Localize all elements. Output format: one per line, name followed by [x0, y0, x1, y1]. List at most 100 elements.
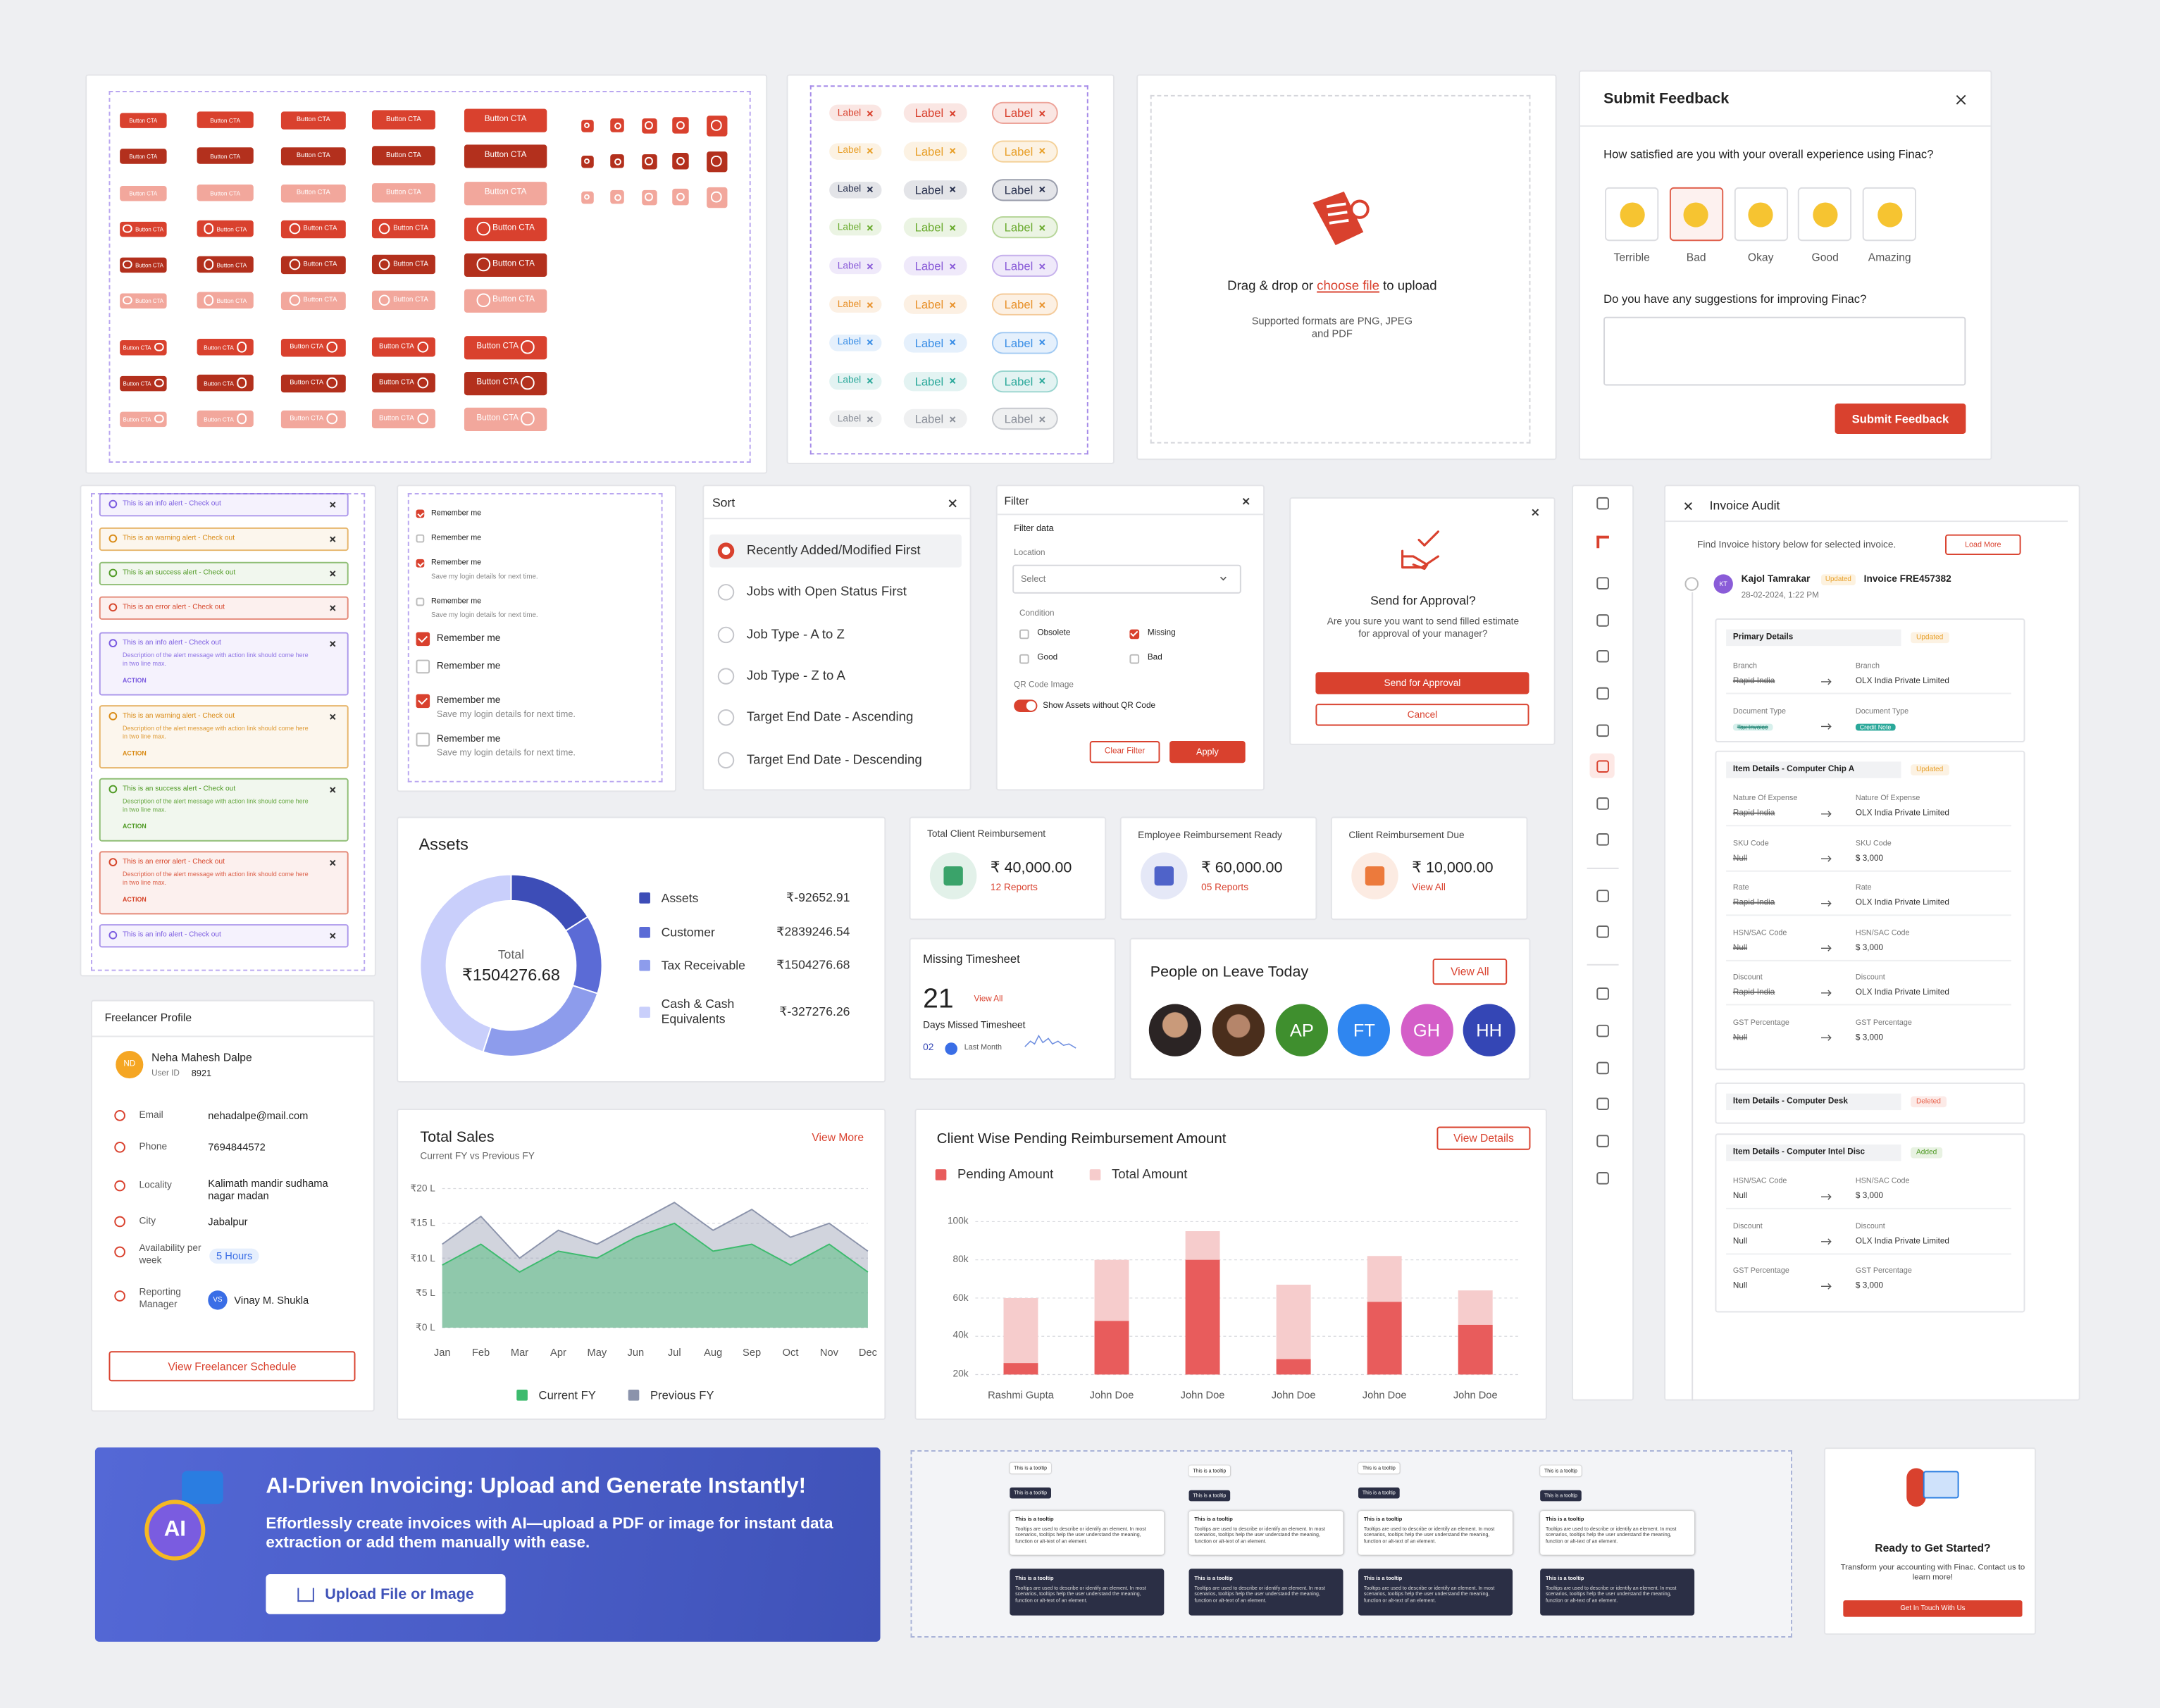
close-icon[interactable] [330, 604, 337, 611]
sidebar-icon[interactable] [1596, 759, 1608, 773]
label-remove[interactable] [867, 301, 874, 308]
button[interactable]: Button CTA [371, 110, 435, 130]
close-icon[interactable] [330, 932, 337, 939]
button[interactable]: Button CTA [464, 216, 547, 241]
button[interactable]: Button CTA [464, 406, 547, 431]
label-remove[interactable] [867, 225, 874, 232]
view-all-button[interactable]: View All [1432, 958, 1508, 985]
timesheet-link[interactable]: View All [974, 995, 1003, 1004]
rating-option[interactable] [1669, 187, 1723, 242]
chart-link-button[interactable]: View Details [1436, 1126, 1531, 1150]
button[interactable]: Button CTA [464, 252, 547, 277]
close-icon[interactable] [330, 786, 337, 793]
checkbox[interactable] [416, 694, 430, 709]
alert-action[interactable]: ACTION [123, 895, 147, 903]
label-remove[interactable] [949, 301, 956, 308]
button[interactable]: Button CTA [371, 254, 435, 275]
button[interactable]: Button CTA [120, 148, 167, 163]
label-remove[interactable] [867, 378, 874, 385]
label-remove[interactable] [1038, 416, 1045, 423]
alert-action[interactable]: ACTION [123, 749, 147, 757]
checkbox[interactable] [416, 632, 430, 647]
label-remove[interactable] [949, 186, 956, 193]
sort-option[interactable]: Jobs with Open Status First [746, 585, 907, 601]
close-icon[interactable] [1956, 93, 1968, 106]
label-remove[interactable] [949, 148, 956, 155]
feedback-textarea[interactable] [1603, 316, 1966, 386]
sidebar-icon[interactable] [1596, 535, 1608, 548]
checkbox[interactable] [416, 559, 425, 568]
close-icon[interactable] [1532, 509, 1540, 517]
checkbox[interactable] [416, 597, 425, 606]
button[interactable]: Button CTA [280, 219, 346, 238]
button[interactable]: Button CTA [464, 181, 547, 205]
alert-action[interactable]: ACTION [123, 823, 147, 830]
upload-link[interactable]: choose file [1317, 278, 1379, 294]
button[interactable]: Button CTA [120, 185, 167, 201]
sort-option[interactable]: Target End Date - Descending [746, 752, 922, 768]
button[interactable]: Button CTA [280, 147, 346, 165]
button[interactable]: Button CTA [464, 370, 547, 395]
sidebar-icon[interactable] [1596, 987, 1608, 999]
sidebar-icon[interactable] [1596, 1171, 1608, 1184]
sidebar-icon[interactable] [1596, 1134, 1608, 1147]
button[interactable]: Button CTA [464, 288, 547, 312]
apply-button[interactable]: Apply [1169, 741, 1246, 763]
button[interactable]: Button CTA [120, 339, 167, 355]
schedule-button[interactable]: View Freelancer Schedule [108, 1351, 356, 1382]
button[interactable]: Button CTA [371, 337, 435, 357]
button[interactable]: Button CTA [371, 373, 435, 393]
sidebar-icon[interactable] [1596, 723, 1608, 737]
button[interactable]: Button CTA [464, 335, 547, 359]
cta-button[interactable]: Get In Touch With Us [1843, 1600, 2023, 1617]
button[interactable]: Button CTA [197, 147, 254, 164]
checkbox[interactable] [1129, 628, 1140, 639]
sidebar-icon[interactable] [1596, 576, 1608, 589]
close-icon[interactable] [330, 713, 337, 720]
label-remove[interactable] [1038, 339, 1045, 347]
label-remove[interactable] [867, 109, 874, 116]
button[interactable]: Button CTA [197, 339, 254, 356]
button[interactable]: Button CTA [120, 411, 167, 427]
label-remove[interactable] [949, 109, 956, 116]
button[interactable]: Button CTA [120, 292, 167, 308]
label-remove[interactable] [867, 148, 874, 155]
card-link[interactable]: 12 Reports [990, 883, 1038, 894]
button[interactable]: Button CTA [280, 409, 346, 428]
sidebar-icon[interactable] [1596, 1023, 1608, 1037]
sort-option[interactable]: Recently Added/Modified First [746, 543, 921, 559]
button[interactable]: Button CTA [280, 373, 346, 392]
button[interactable]: Button CTA [371, 290, 435, 310]
sidebar-icon[interactable] [1596, 833, 1608, 845]
sidebar-icon[interactable] [1596, 613, 1608, 626]
button[interactable]: Button CTA [371, 146, 435, 166]
label-remove[interactable] [949, 339, 956, 347]
label-remove[interactable] [949, 416, 956, 423]
button[interactable]: Button CTA [197, 256, 254, 273]
button[interactable]: Button CTA [280, 291, 346, 309]
button[interactable]: Button CTA [280, 338, 346, 356]
upload-button[interactable]: Upload File or Image [266, 1574, 506, 1614]
close-icon[interactable] [330, 570, 337, 577]
label-remove[interactable] [1038, 186, 1045, 193]
checkbox[interactable] [1129, 653, 1140, 663]
sidebar-icon[interactable] [1596, 889, 1608, 902]
checkbox[interactable] [416, 534, 425, 543]
button[interactable]: Button CTA [197, 410, 254, 428]
button[interactable]: Button CTA [464, 108, 547, 132]
sidebar-icon[interactable] [1596, 1061, 1608, 1074]
checkbox[interactable] [416, 733, 430, 747]
sort-option[interactable]: Job Type - Z to A [746, 668, 845, 684]
alert-action[interactable]: ACTION [123, 677, 147, 684]
button[interactable]: Button CTA [280, 184, 346, 202]
button[interactable]: Button CTA [197, 292, 254, 309]
label-remove[interactable] [867, 263, 874, 270]
close-icon[interactable] [948, 498, 958, 508]
label-remove[interactable] [867, 339, 874, 347]
load-more-button[interactable]: Load More [1945, 534, 2021, 556]
button[interactable]: Button CTA [371, 183, 435, 203]
select-box[interactable] [1012, 564, 1241, 594]
button[interactable]: Button CTA [120, 220, 167, 237]
clear-button[interactable]: Clear Filter [1089, 741, 1160, 763]
label-remove[interactable] [1038, 225, 1045, 232]
